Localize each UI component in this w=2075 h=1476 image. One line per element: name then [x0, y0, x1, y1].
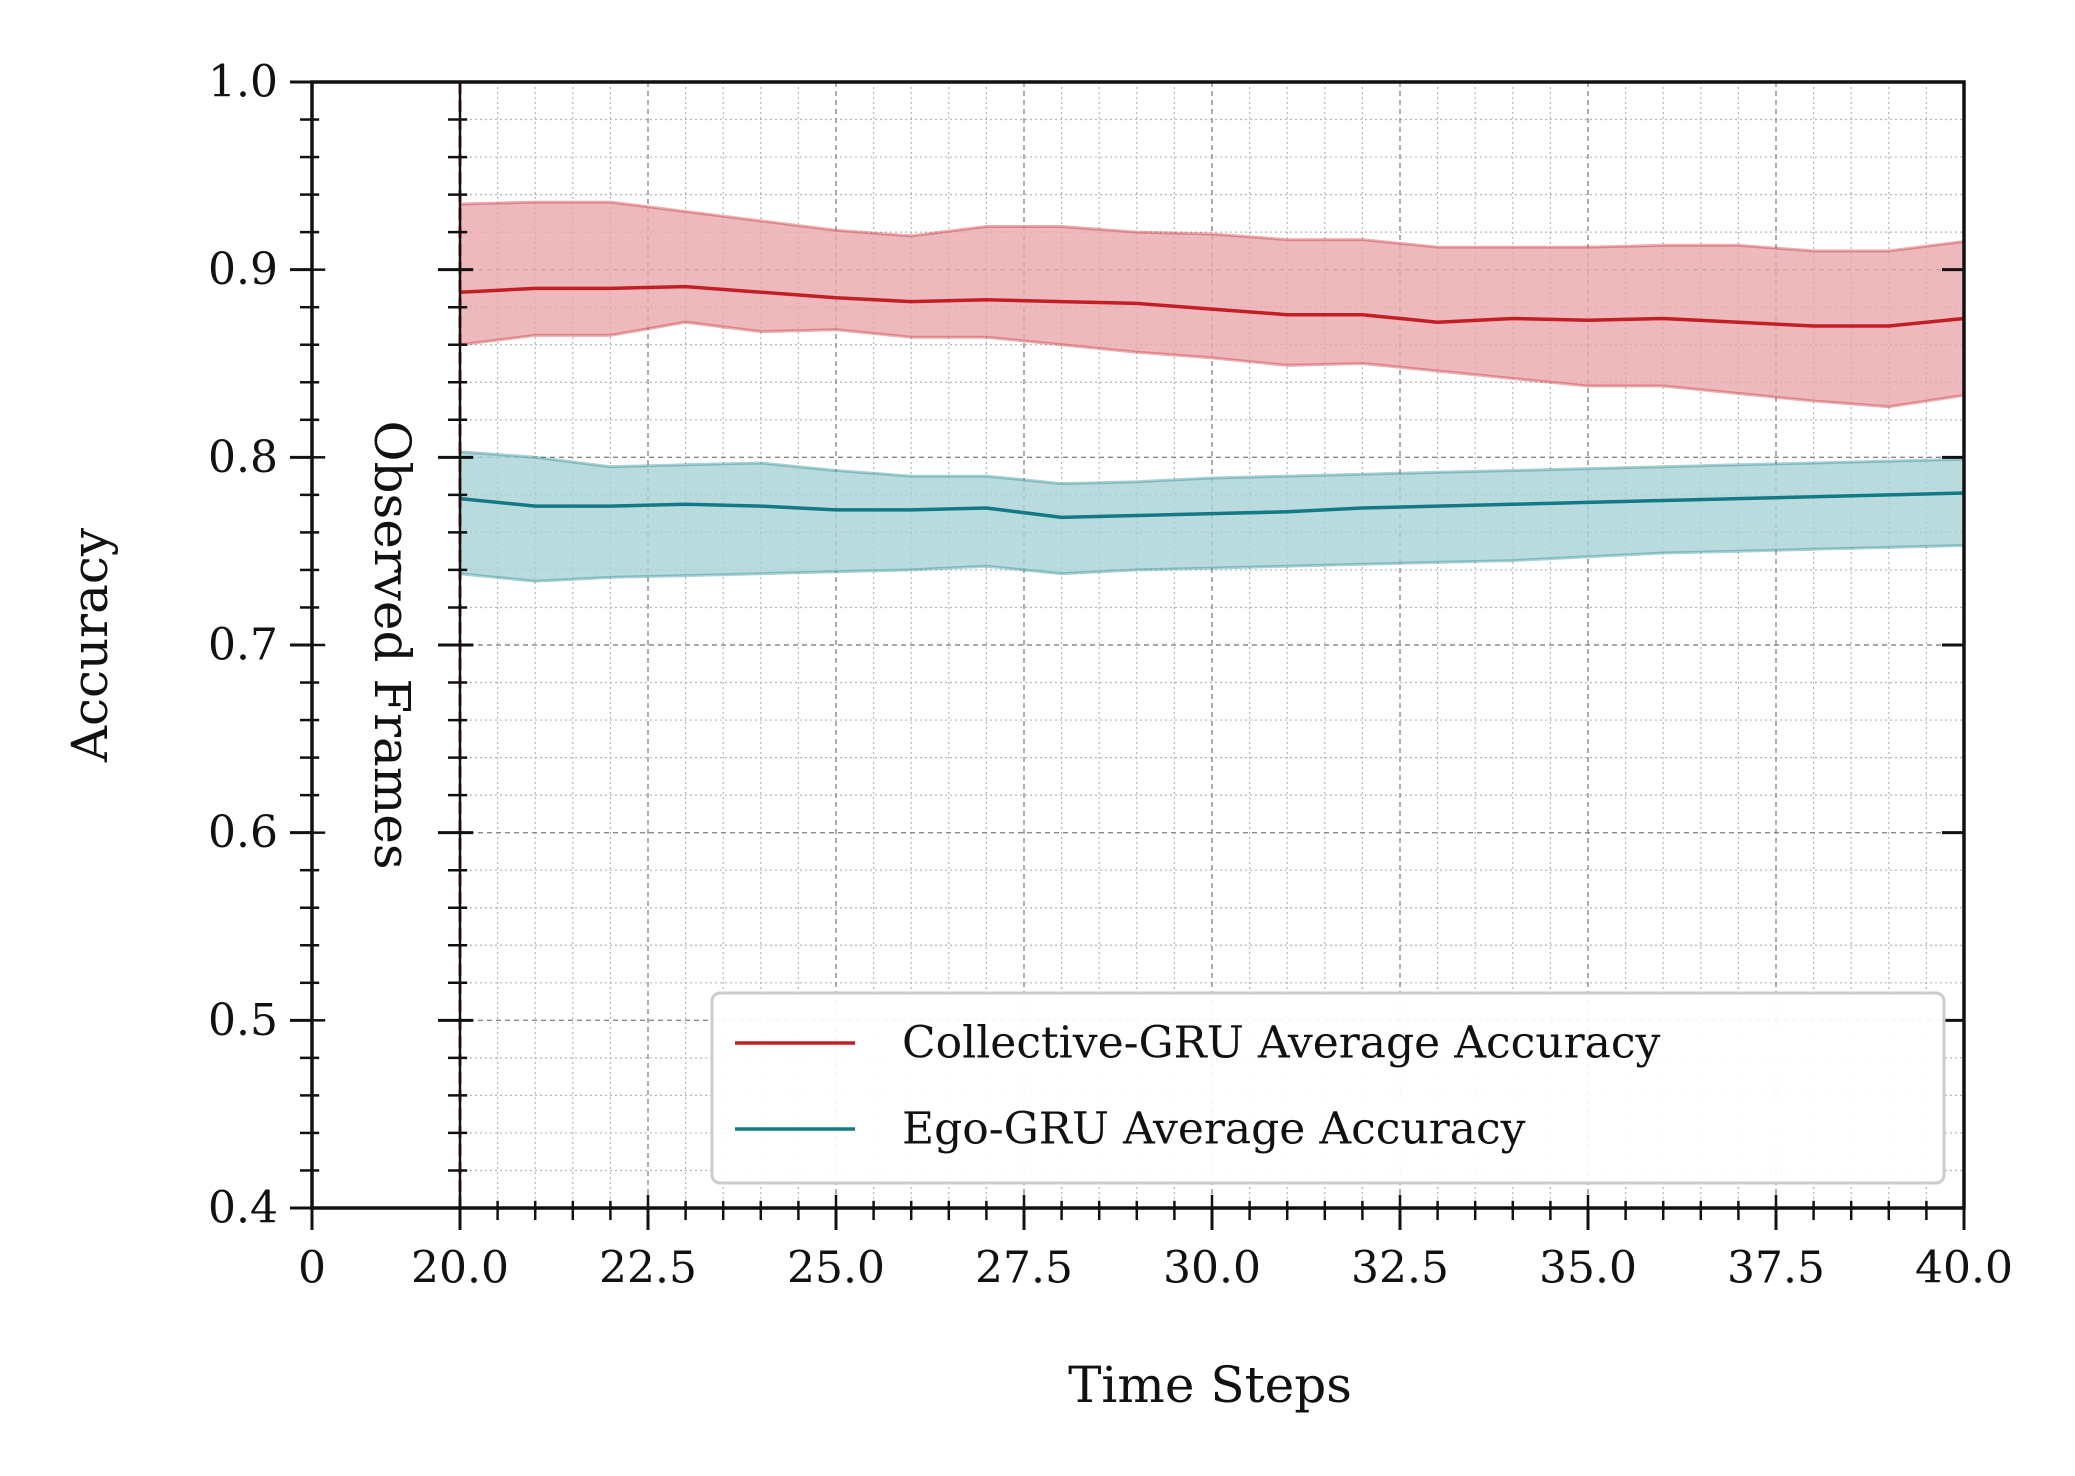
x-axis-label: Time Steps: [1068, 1356, 1352, 1414]
series-1-band-lower: [459, 544, 1965, 583]
y-axis-label: Accuracy: [61, 527, 119, 763]
y-tick-label: 0.6: [208, 807, 278, 858]
y-tick-label: 1.0: [208, 57, 278, 108]
y-tick-label: 0.4: [208, 1183, 278, 1234]
series-1-line: [459, 491, 1965, 520]
observed-frames-label: Observed Frames: [363, 421, 421, 870]
series-1-band: [460, 451, 1964, 582]
series-0-line: [459, 284, 1965, 328]
x-tick-label: 22.5: [599, 1243, 697, 1294]
legend: Collective-GRU Average Accuracy Ego-GRU A…: [710, 991, 1946, 1185]
legend-label-1: Ego-GRU Average Accuracy: [902, 1104, 1526, 1155]
series-1-band-upper: [459, 450, 1965, 486]
x-tick-label: 0: [298, 1243, 326, 1294]
x-tick-label: 30.0: [1163, 1243, 1261, 1294]
legend-label-0: Collective-GRU Average Accuracy: [902, 1018, 1660, 1069]
axes: 0.4 0.5 0.6 0.7 0.8 0.9 1.0 0 20.0 22.5 25.0 27.5 30…: [61, 57, 2013, 1415]
x-tick-label: 32.5: [1351, 1243, 1449, 1294]
y-tick-label: 0.8: [208, 432, 278, 483]
series-0-band: [460, 202, 1964, 407]
series-0-band-upper: [459, 200, 1965, 253]
series-0-band-lower: [459, 320, 1965, 409]
y-tick-label: 0.7: [208, 620, 278, 671]
legend-box: [710, 991, 1946, 1185]
x-tick-label: 25.0: [787, 1243, 885, 1294]
series-lines: [459, 284, 1965, 520]
x-tick-label: 27.5: [975, 1243, 1073, 1294]
x-tick-label: 35.0: [1539, 1243, 1637, 1294]
x-tick-label: 40.0: [1915, 1243, 2013, 1294]
x-tick-label: 37.5: [1727, 1243, 1825, 1294]
y-tick-label: 0.5: [208, 995, 278, 1046]
x-tick-label: 20.0: [411, 1243, 509, 1294]
confidence-bands: [459, 200, 1965, 583]
y-tick-label: 0.9: [208, 244, 278, 295]
